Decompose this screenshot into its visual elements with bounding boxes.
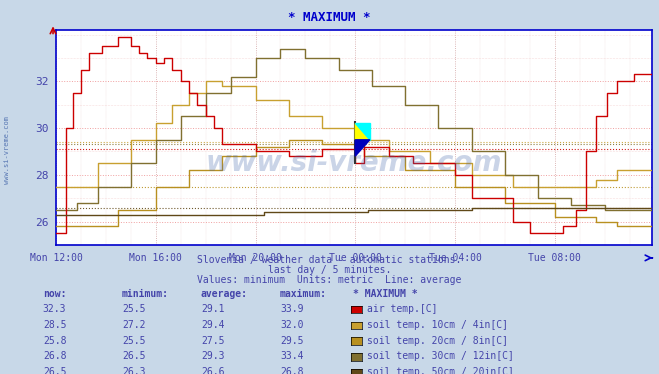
Text: www.si-vreme.com: www.si-vreme.com xyxy=(3,116,10,184)
Text: 25.5: 25.5 xyxy=(122,304,146,314)
Text: last day / 5 minutes.: last day / 5 minutes. xyxy=(268,265,391,275)
Text: 26.3: 26.3 xyxy=(122,367,146,374)
Text: 33.9: 33.9 xyxy=(280,304,304,314)
Text: 26.5: 26.5 xyxy=(122,352,146,361)
Text: 29.1: 29.1 xyxy=(201,304,225,314)
Text: maximum:: maximum: xyxy=(280,289,327,298)
Polygon shape xyxy=(355,123,370,140)
Text: 26.5: 26.5 xyxy=(43,367,67,374)
Text: * MAXIMUM *: * MAXIMUM * xyxy=(353,289,417,298)
Text: 28.5: 28.5 xyxy=(43,320,67,330)
Text: 29.3: 29.3 xyxy=(201,352,225,361)
Text: soil temp. 30cm / 12in[C]: soil temp. 30cm / 12in[C] xyxy=(367,352,514,361)
Text: Values: minimum  Units: metric  Line: average: Values: minimum Units: metric Line: aver… xyxy=(197,275,462,285)
Text: 29.4: 29.4 xyxy=(201,320,225,330)
Text: 25.5: 25.5 xyxy=(122,336,146,346)
Text: now:: now: xyxy=(43,289,67,298)
Polygon shape xyxy=(355,140,370,156)
Text: air temp.[C]: air temp.[C] xyxy=(367,304,438,314)
Polygon shape xyxy=(355,123,370,140)
Text: soil temp. 50cm / 20in[C]: soil temp. 50cm / 20in[C] xyxy=(367,367,514,374)
Text: 33.4: 33.4 xyxy=(280,352,304,361)
Text: 29.5: 29.5 xyxy=(280,336,304,346)
Text: 26.6: 26.6 xyxy=(201,367,225,374)
Text: Slovenia / weather data - automatic stations.: Slovenia / weather data - automatic stat… xyxy=(197,255,462,265)
Text: 26.8: 26.8 xyxy=(43,352,67,361)
Text: 32.3: 32.3 xyxy=(43,304,67,314)
Text: soil temp. 20cm / 8in[C]: soil temp. 20cm / 8in[C] xyxy=(367,336,508,346)
Text: average:: average: xyxy=(201,289,248,298)
Text: www.si-vreme.com: www.si-vreme.com xyxy=(206,149,502,177)
Text: soil temp. 10cm / 4in[C]: soil temp. 10cm / 4in[C] xyxy=(367,320,508,330)
Text: 27.2: 27.2 xyxy=(122,320,146,330)
Text: * MAXIMUM *: * MAXIMUM * xyxy=(288,12,371,24)
Text: 25.8: 25.8 xyxy=(43,336,67,346)
Text: 26.8: 26.8 xyxy=(280,367,304,374)
Text: 32.0: 32.0 xyxy=(280,320,304,330)
Text: 27.5: 27.5 xyxy=(201,336,225,346)
Text: minimum:: minimum: xyxy=(122,289,169,298)
